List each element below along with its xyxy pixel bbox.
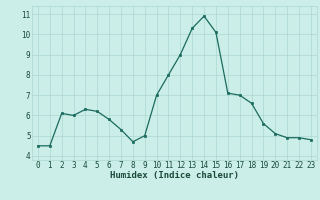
X-axis label: Humidex (Indice chaleur): Humidex (Indice chaleur) (110, 171, 239, 180)
